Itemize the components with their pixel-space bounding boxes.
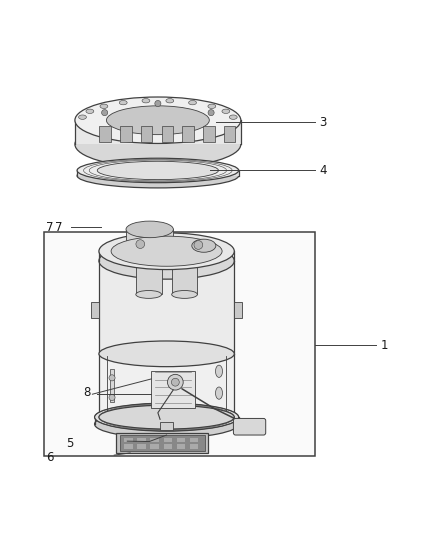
Bar — [120, 126, 132, 142]
Bar — [126, 229, 173, 251]
Ellipse shape — [230, 115, 237, 119]
Bar — [110, 369, 114, 402]
Ellipse shape — [142, 99, 150, 103]
Ellipse shape — [95, 403, 239, 431]
Bar — [91, 302, 99, 318]
Ellipse shape — [95, 410, 239, 438]
Ellipse shape — [126, 221, 173, 238]
Bar — [203, 126, 215, 142]
Circle shape — [109, 375, 115, 381]
Text: 5: 5 — [66, 437, 74, 450]
Text: 1: 1 — [381, 338, 388, 352]
Ellipse shape — [99, 243, 234, 279]
Ellipse shape — [111, 236, 222, 266]
Bar — [141, 126, 152, 142]
Ellipse shape — [77, 158, 239, 183]
Bar — [177, 444, 185, 449]
Ellipse shape — [78, 115, 86, 119]
Ellipse shape — [77, 164, 239, 188]
Ellipse shape — [119, 100, 127, 105]
Ellipse shape — [172, 290, 198, 298]
Ellipse shape — [215, 387, 223, 399]
Circle shape — [171, 378, 179, 386]
Text: 7: 7 — [46, 221, 53, 233]
Ellipse shape — [222, 109, 230, 114]
Ellipse shape — [166, 99, 174, 103]
Bar — [162, 126, 173, 142]
Ellipse shape — [97, 161, 219, 180]
Bar — [136, 263, 162, 294]
Ellipse shape — [99, 341, 234, 367]
Circle shape — [136, 240, 145, 248]
Bar — [163, 438, 172, 442]
Ellipse shape — [99, 405, 234, 429]
Bar — [190, 444, 198, 449]
Circle shape — [194, 240, 203, 249]
Bar — [99, 261, 234, 354]
Bar — [124, 444, 133, 449]
Bar — [190, 438, 198, 442]
Bar — [117, 433, 208, 453]
Bar — [138, 444, 146, 449]
Ellipse shape — [189, 100, 197, 105]
Bar — [120, 435, 205, 451]
Ellipse shape — [75, 97, 241, 143]
Bar — [124, 438, 133, 442]
Bar — [99, 354, 234, 417]
Text: 8: 8 — [83, 385, 90, 399]
Bar — [99, 126, 111, 142]
Circle shape — [102, 110, 108, 116]
Ellipse shape — [86, 109, 94, 114]
Bar — [234, 302, 242, 318]
Bar — [177, 438, 185, 442]
Ellipse shape — [99, 233, 234, 270]
Bar — [44, 231, 315, 456]
Bar — [151, 372, 195, 408]
Text: 3: 3 — [319, 116, 327, 129]
Bar — [138, 438, 146, 442]
Ellipse shape — [215, 365, 223, 377]
Bar — [77, 171, 239, 176]
Ellipse shape — [192, 239, 216, 252]
Ellipse shape — [136, 290, 162, 298]
Bar — [150, 438, 159, 442]
Text: 7: 7 — [55, 221, 63, 233]
Circle shape — [109, 394, 115, 400]
Ellipse shape — [75, 121, 241, 167]
Bar — [172, 263, 198, 294]
Bar — [183, 126, 194, 142]
Text: 4: 4 — [319, 164, 327, 177]
Circle shape — [208, 110, 214, 116]
Bar — [75, 120, 241, 144]
Circle shape — [167, 374, 183, 390]
Bar — [95, 417, 239, 424]
Bar — [163, 444, 172, 449]
Bar — [150, 444, 159, 449]
Text: 6: 6 — [46, 451, 54, 464]
Bar — [160, 422, 173, 430]
FancyBboxPatch shape — [233, 418, 266, 435]
Bar — [224, 126, 235, 142]
Ellipse shape — [126, 243, 173, 260]
Ellipse shape — [100, 104, 108, 108]
Circle shape — [155, 100, 161, 107]
Ellipse shape — [208, 104, 216, 108]
Bar — [156, 433, 168, 437]
Ellipse shape — [106, 106, 209, 135]
